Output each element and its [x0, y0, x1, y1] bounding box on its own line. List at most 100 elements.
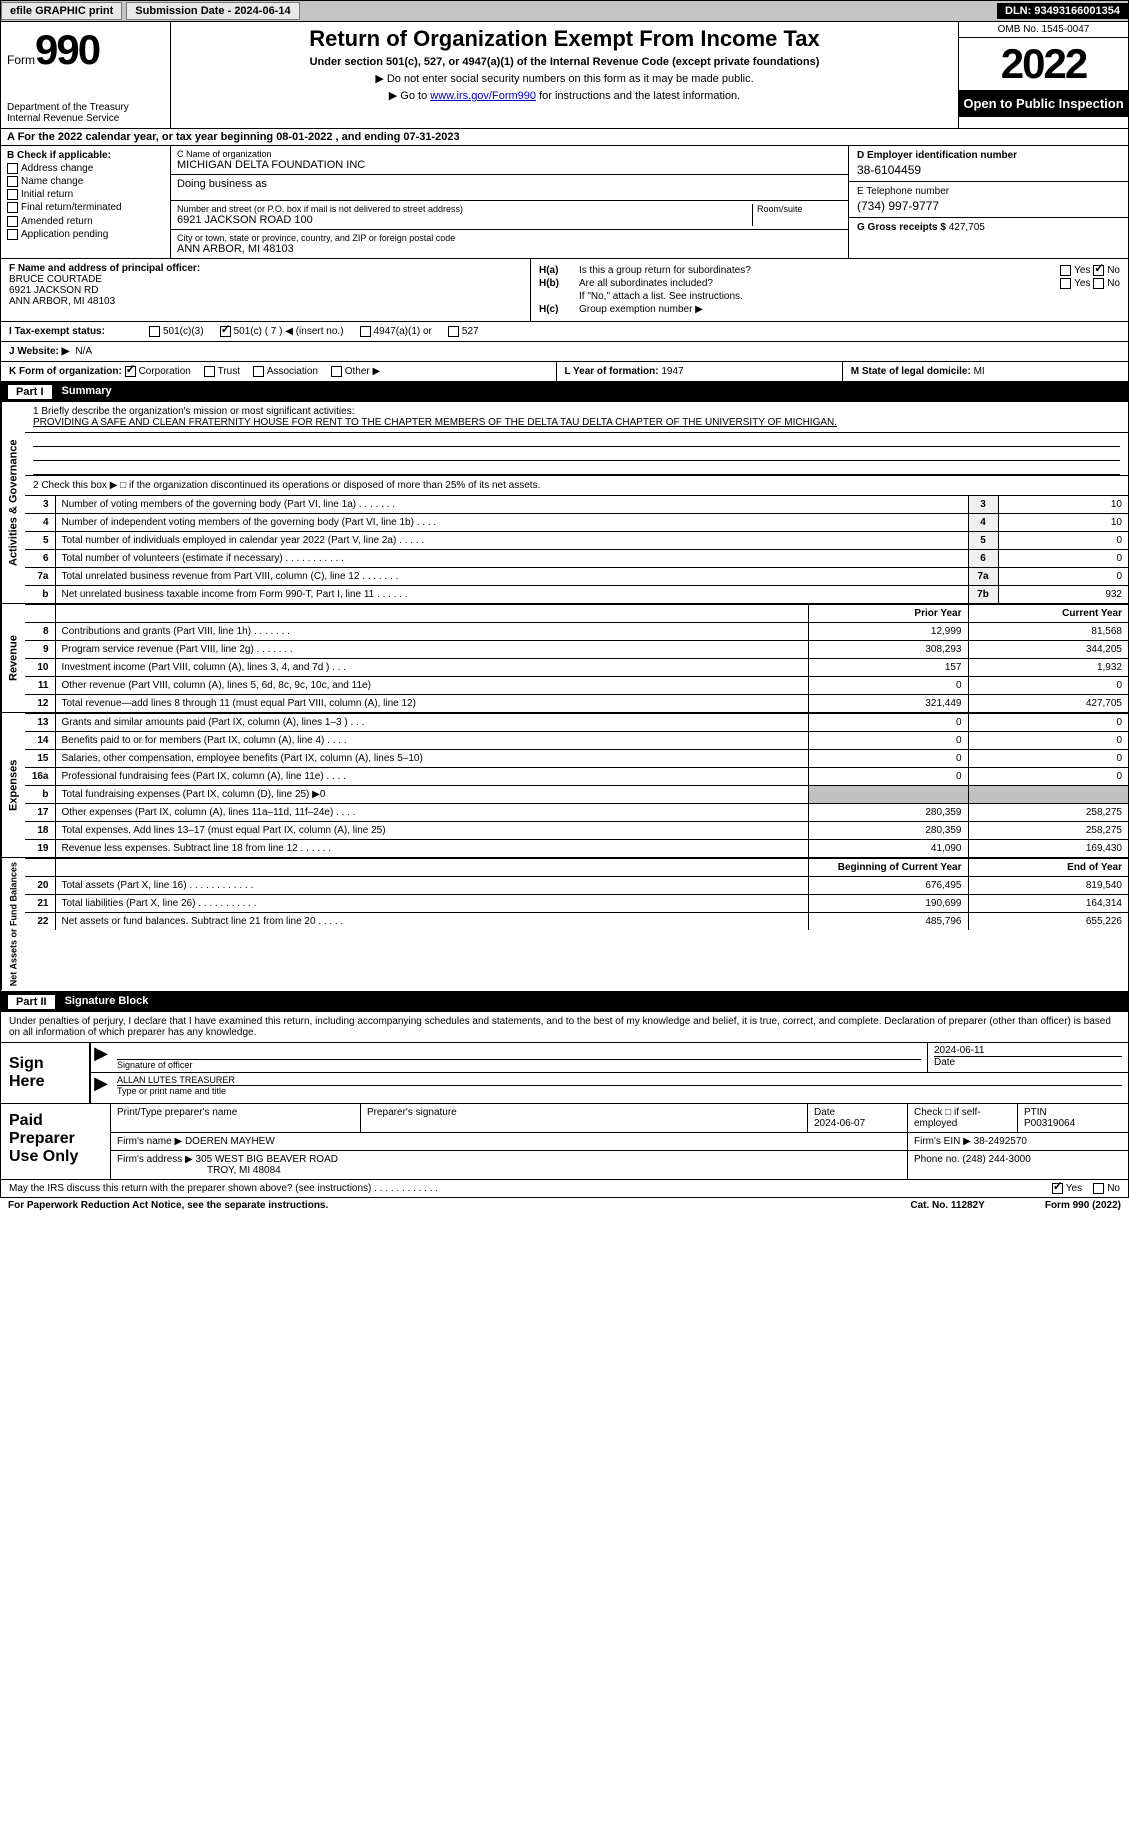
firm-phone-cell: Phone no. (248) 244-3000: [908, 1151, 1128, 1179]
form-number: 990: [35, 26, 99, 73]
checkbox-icon[interactable]: [7, 163, 18, 174]
sig-date-value: 2024-06-11: [934, 1045, 1122, 1056]
checkbox-icon[interactable]: [7, 189, 18, 200]
end-year-hdr: End of Year: [968, 859, 1128, 877]
part2-header: Part II Signature Block: [0, 992, 1129, 1012]
dba-label: Doing business as: [177, 178, 842, 190]
checkbox-icon[interactable]: [7, 202, 18, 213]
table-row: 17Other expenses (Part IX, column (A), l…: [25, 804, 1128, 822]
table-row: 12Total revenue—add lines 8 through 11 (…: [25, 695, 1128, 713]
j-label: J Website: ▶: [9, 346, 69, 357]
checkbox-icon[interactable]: [448, 326, 459, 337]
table-row: 7aTotal unrelated business revenue from …: [25, 568, 1128, 586]
column-c: C Name of organization MICHIGAN DELTA FO…: [171, 146, 848, 258]
checkbox-icon[interactable]: [1093, 278, 1104, 289]
year-header: Prior Year Current Year: [25, 605, 1128, 623]
paperwork-left: For Paperwork Reduction Act Notice, see …: [8, 1200, 910, 1211]
prep-row-2: Firm's name ▶ DOEREN MAYHEW Firm's EIN ▶…: [111, 1133, 1128, 1151]
sig-intro: Under penalties of perjury, I declare th…: [0, 1012, 1129, 1043]
checkbox-icon[interactable]: [125, 366, 136, 377]
chk-pending: Application pending: [7, 229, 164, 240]
arrow-icon: ▶: [91, 1043, 111, 1072]
efile-print-button[interactable]: efile GRAPHIC print: [1, 2, 122, 20]
checkbox-icon[interactable]: [204, 366, 215, 377]
checkbox-icon[interactable]: [7, 216, 18, 227]
checkbox-icon[interactable]: [149, 326, 160, 337]
l-value: 1947: [661, 366, 683, 377]
checkbox-icon[interactable]: [1052, 1183, 1063, 1194]
gov-section: Activities & Governance 1 Briefly descri…: [0, 402, 1129, 604]
l-cell: L Year of formation: 1947: [557, 362, 843, 381]
prep-sig-label: Preparer's signature: [361, 1104, 808, 1132]
form-note1: ▶ Do not enter social security numbers o…: [181, 72, 948, 85]
header-left: Form990 Department of the Treasury Inter…: [1, 22, 171, 128]
checkbox-icon[interactable]: [7, 229, 18, 240]
f-label: F Name and address of principal officer:: [9, 263, 522, 274]
gov-vlabel: Activities & Governance: [1, 402, 25, 603]
checkbox-icon[interactable]: [1060, 278, 1071, 289]
submission-date: Submission Date - 2024-06-14: [126, 2, 299, 20]
m-cell: M State of legal domicile: MI: [843, 362, 1128, 381]
omb-number: OMB No. 1545-0047: [959, 22, 1128, 38]
room-label: Room/suite: [752, 204, 842, 226]
sig-row-1: ▶ Signature of officer 2024-06-11 Date: [91, 1043, 1128, 1073]
prep-row-1: Print/Type preparer's name Preparer's si…: [111, 1104, 1128, 1133]
table-row: 22Net assets or fund balances. Subtract …: [25, 913, 1128, 931]
checkbox-icon[interactable]: [1093, 1183, 1104, 1194]
officer-street: 6921 JACKSON RD: [9, 285, 522, 296]
table-row: 3Number of voting members of the governi…: [25, 496, 1128, 514]
hb-label: H(b): [539, 278, 579, 289]
mission-label: 1 Briefly describe the organization's mi…: [33, 406, 1120, 417]
exp-body: 13Grants and similar amounts paid (Part …: [25, 713, 1128, 857]
na-vlabel: Net Assets or Fund Balances: [1, 858, 25, 990]
checkbox-icon[interactable]: [253, 366, 264, 377]
rev-table: Prior Year Current Year 8Contributions a…: [25, 604, 1128, 712]
begin-year-hdr: Beginning of Current Year: [808, 859, 968, 877]
footer-question: May the IRS discuss this return with the…: [0, 1180, 1129, 1198]
k-label: K Form of organization:: [9, 366, 122, 377]
k-cell: K Form of organization: Corporation Trus…: [1, 362, 557, 381]
prior-year-hdr: Prior Year: [808, 605, 968, 623]
rev-body: Prior Year Current Year 8Contributions a…: [25, 604, 1128, 712]
column-d: D Employer identification number 38-6104…: [848, 146, 1128, 258]
na-year-header: Beginning of Current Year End of Year: [25, 859, 1128, 877]
rev-vlabel: Revenue: [1, 604, 25, 712]
tel-cell: E Telephone number (734) 997-9777: [849, 182, 1128, 218]
address-left: Number and street (or P.O. box if mail i…: [171, 201, 848, 258]
irs-link[interactable]: www.irs.gov/Form990: [430, 90, 536, 102]
sig-officer-label: Signature of officer: [117, 1059, 921, 1070]
checkbox-icon[interactable]: [7, 176, 18, 187]
dln-label: DLN: 93493166001354: [997, 3, 1128, 19]
checkbox-icon[interactable]: [1060, 265, 1071, 276]
checkbox-icon[interactable]: [360, 326, 371, 337]
table-row: 10Investment income (Part VIII, column (…: [25, 659, 1128, 677]
officer-city: ANN ARBOR, MI 48103: [9, 296, 522, 307]
tax-year: 2022: [959, 38, 1128, 90]
checkbox-icon[interactable]: [331, 366, 342, 377]
ein-value: 38-6104459: [857, 163, 1120, 177]
m-label: M State of legal domicile:: [851, 366, 971, 377]
prep-selfemp: Check □ if self-employed: [908, 1104, 1018, 1132]
na-body: Beginning of Current Year End of Year 20…: [25, 858, 1128, 990]
footer-yesno: Yes No: [1052, 1183, 1120, 1194]
sig-officer-cell: Signature of officer: [111, 1043, 928, 1072]
line2: 2 Check this box ▶ □ if the organization…: [25, 475, 1128, 495]
chk-final-return: Final return/terminated: [7, 202, 164, 213]
exp-section: Expenses 13Grants and similar amounts pa…: [0, 713, 1129, 858]
prep-ptin: PTIN P00319064: [1018, 1104, 1128, 1132]
firm-name-cell: Firm's name ▶ DOEREN MAYHEW: [111, 1133, 908, 1150]
hc-text: Group exemption number ▶: [579, 304, 1120, 315]
col-b-header: B Check if applicable:: [7, 150, 164, 161]
ein-cell: D Employer identification number 38-6104…: [849, 146, 1128, 182]
dba-box: Doing business as: [171, 175, 848, 201]
street-value: 6921 JACKSON ROAD 100: [177, 214, 752, 226]
checkbox-icon[interactable]: [220, 326, 231, 337]
part2-num: Part II: [8, 995, 55, 1009]
table-row: 8Contributions and grants (Part VIII, li…: [25, 623, 1128, 641]
chk-initial-return: Initial return: [7, 189, 164, 200]
checkbox-icon[interactable]: [1093, 265, 1104, 276]
blank-line: [33, 433, 1120, 447]
city-value: ANN ARBOR, MI 48103: [177, 243, 842, 255]
sign-label: Sign Here: [1, 1043, 91, 1103]
chk-address-change: Address change: [7, 163, 164, 174]
